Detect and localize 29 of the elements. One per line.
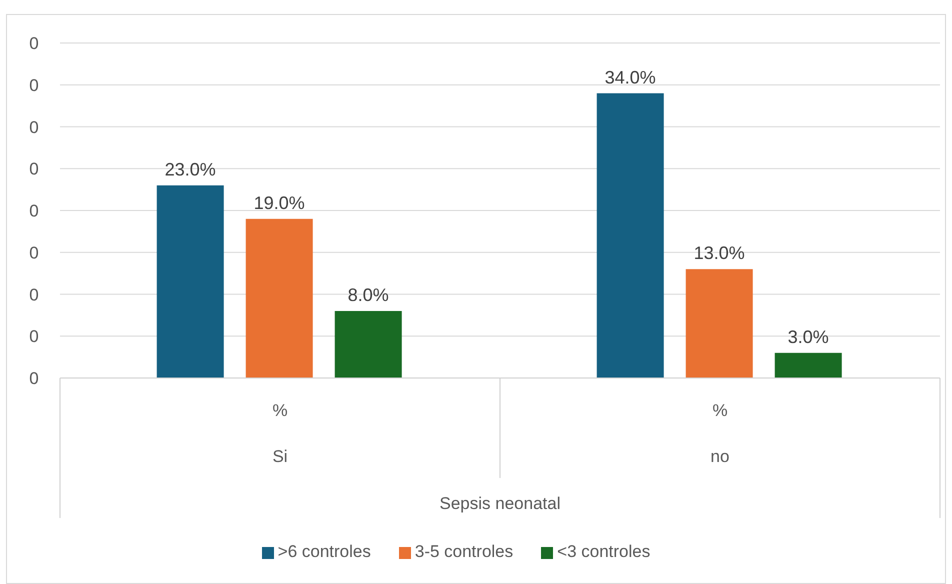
bar [596,93,664,378]
text: % [272,401,288,420]
legend-label: <3 controles [557,542,650,561]
x-axis-title: Sepsis neonatal [440,494,560,513]
data-label: 34.0% [604,67,656,88]
y-tick-label: 0 [29,285,39,304]
x-tick-label: Si [272,447,288,466]
bar [246,218,313,378]
data-label: 3.0% [788,326,829,347]
y-tick-label: 0 [29,243,39,262]
text: % [712,401,728,420]
y-tick-label: 0 [29,202,39,221]
data-label: 8.0% [348,285,389,305]
data-label: 13.0% [694,243,745,264]
legend-label: >6 controles [278,542,371,561]
legend-label: 3-5 controles [414,542,514,561]
bar [774,352,842,378]
y-tick-label: 0 [29,160,39,179]
y-tick-label: 0 [29,118,39,137]
bar [156,185,224,378]
y-tick-label: 0 [29,369,39,388]
y-tick-label: 0 [29,34,39,54]
y-tick-label: 0 [29,76,39,95]
data-label: 23.0% [164,159,216,180]
bar [334,311,402,378]
x-tick-label: no [710,447,730,466]
y-tick-label: 0 [29,327,39,346]
bar [686,269,753,378]
data-label: 19.0% [254,192,305,213]
